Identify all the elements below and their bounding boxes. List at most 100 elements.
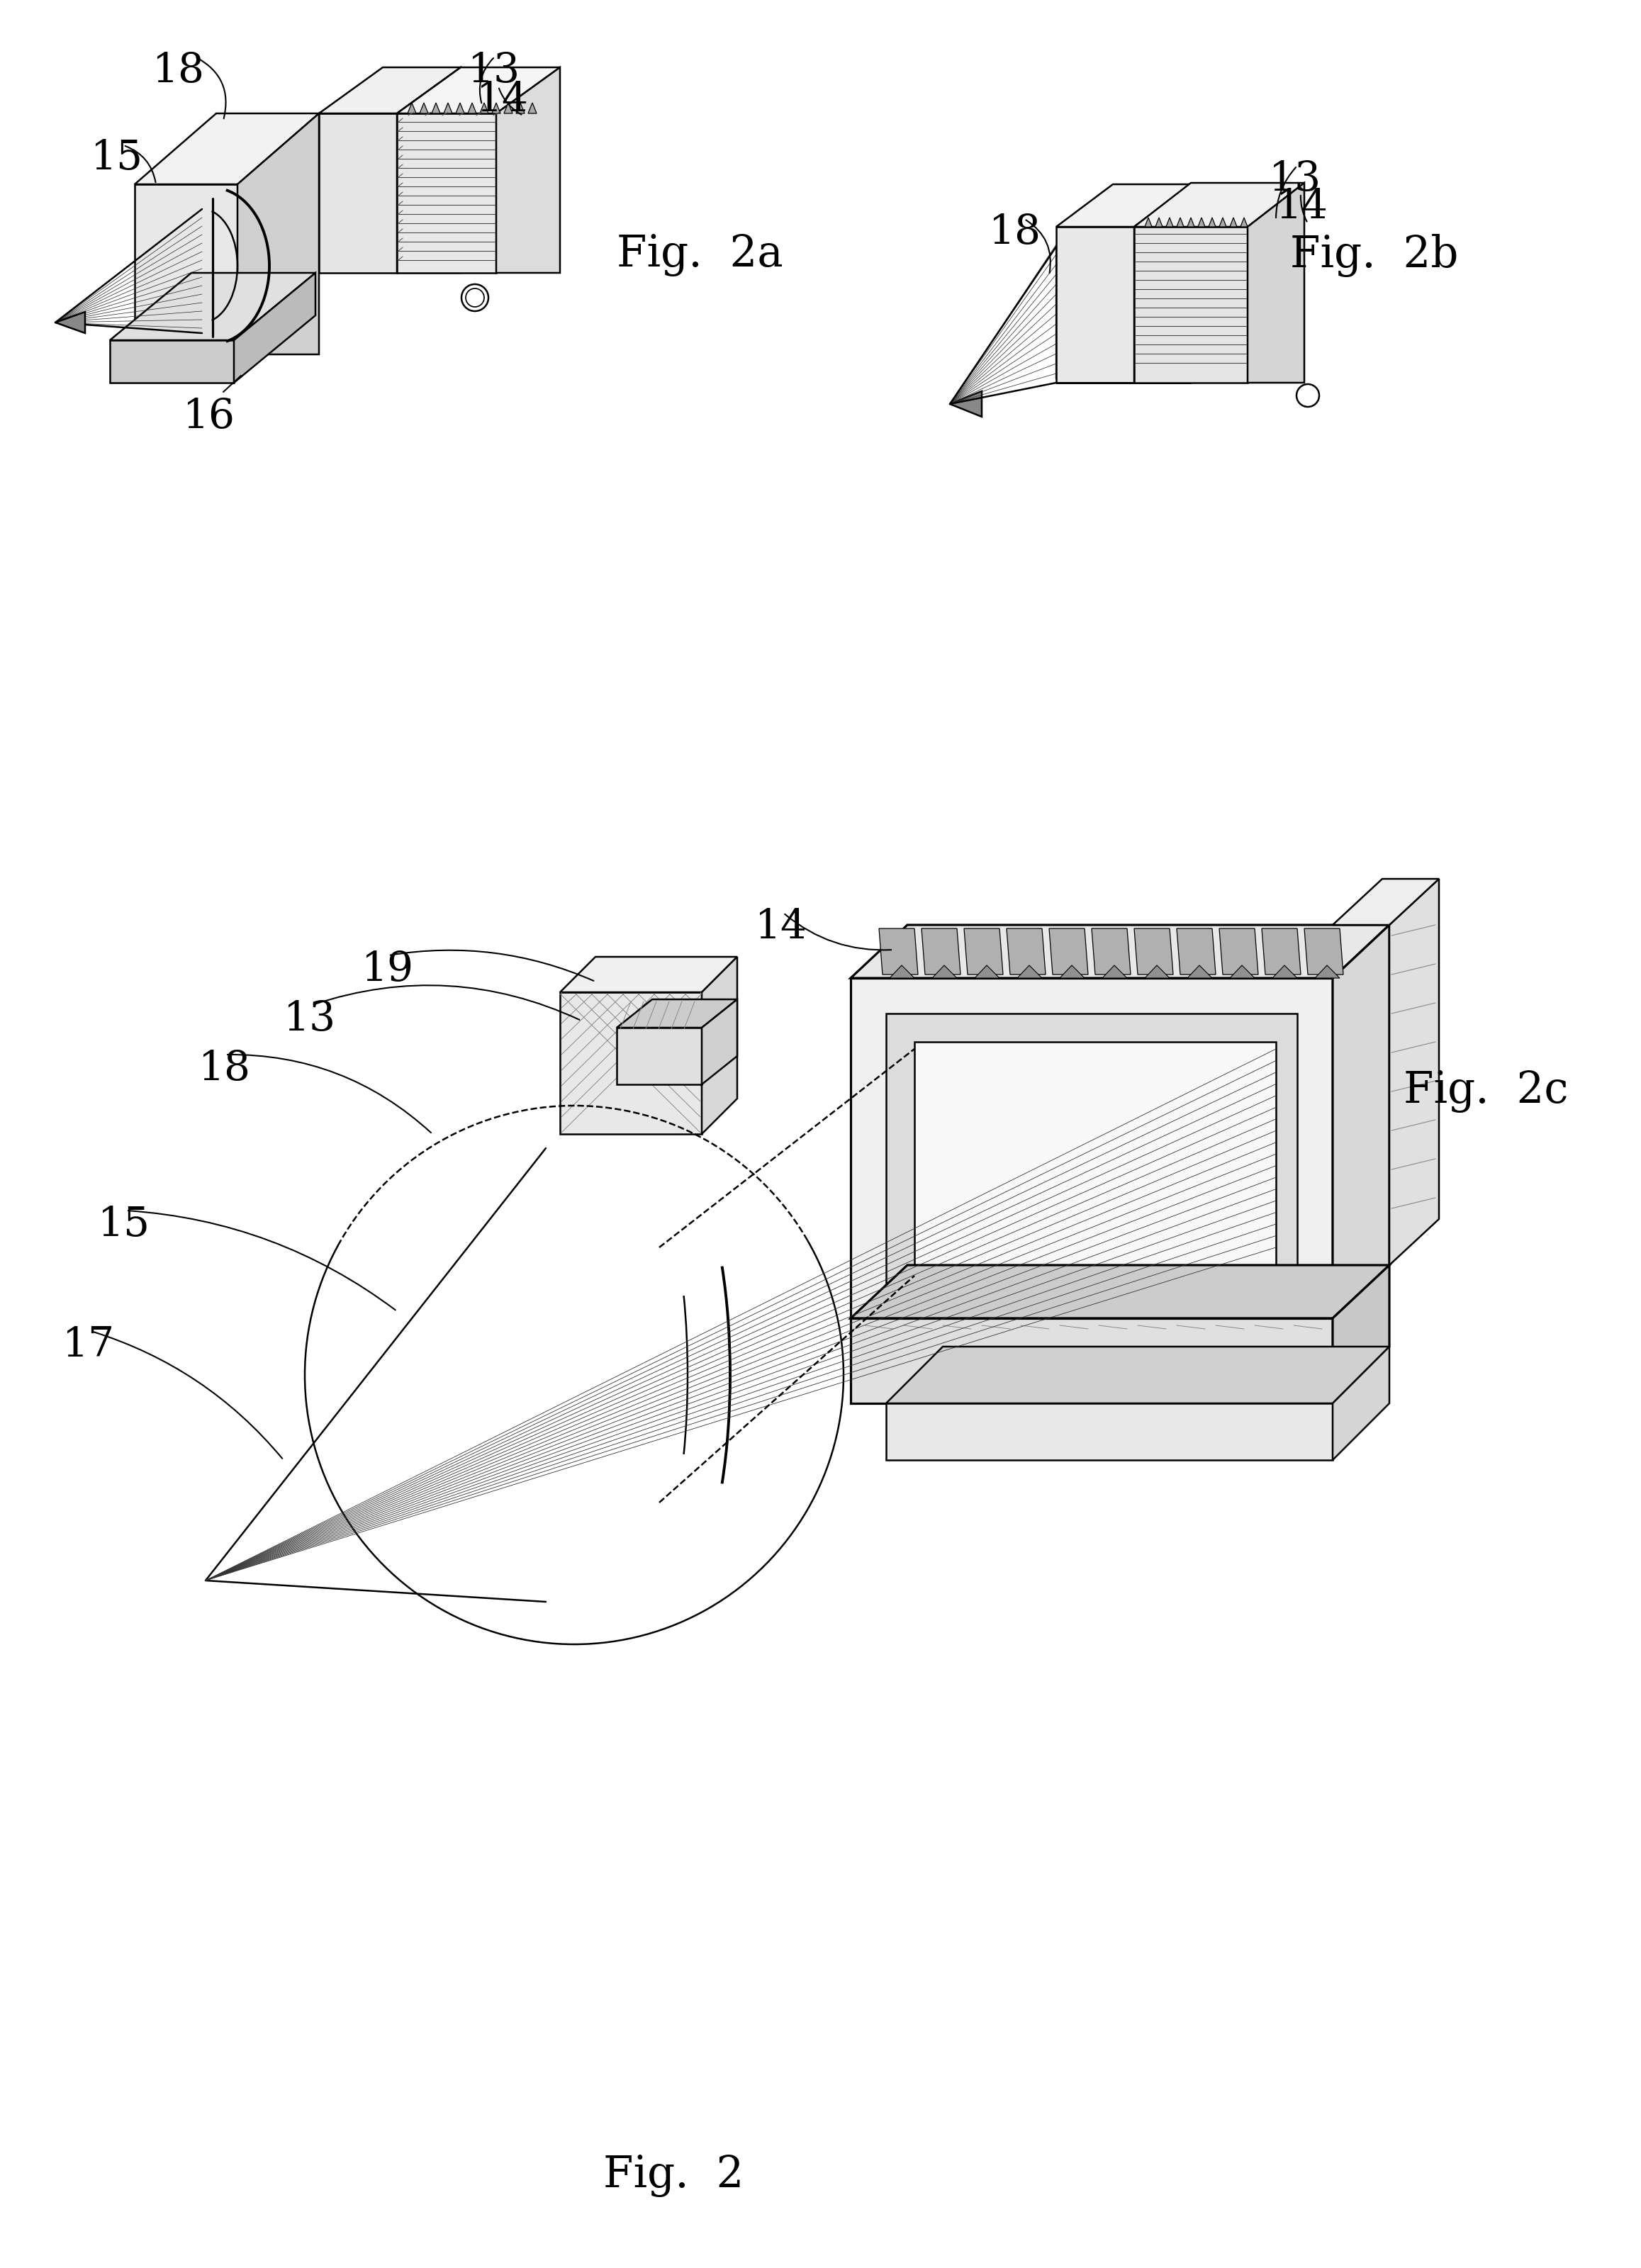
Polygon shape xyxy=(1247,184,1305,383)
Polygon shape xyxy=(1060,966,1085,978)
Polygon shape xyxy=(1049,928,1088,975)
Text: Fig.  2c: Fig. 2c xyxy=(1403,1070,1569,1114)
FancyArrowPatch shape xyxy=(1277,168,1296,218)
Polygon shape xyxy=(617,1000,737,1027)
FancyArrowPatch shape xyxy=(784,914,891,950)
Polygon shape xyxy=(1262,928,1301,975)
Polygon shape xyxy=(397,68,560,113)
FancyArrowPatch shape xyxy=(228,1055,432,1132)
Polygon shape xyxy=(318,113,397,272)
Polygon shape xyxy=(1057,184,1191,227)
Polygon shape xyxy=(1155,218,1162,227)
Polygon shape xyxy=(702,957,737,1134)
Polygon shape xyxy=(56,311,85,333)
Text: 14: 14 xyxy=(476,79,528,120)
Polygon shape xyxy=(1305,928,1344,975)
Polygon shape xyxy=(1241,218,1247,227)
Polygon shape xyxy=(492,102,501,113)
Polygon shape xyxy=(1188,218,1195,227)
Polygon shape xyxy=(468,102,476,113)
Text: 16: 16 xyxy=(182,397,235,435)
FancyArrowPatch shape xyxy=(1301,195,1306,222)
Text: 18: 18 xyxy=(990,213,1042,252)
Polygon shape xyxy=(1314,966,1339,978)
Polygon shape xyxy=(235,272,315,383)
FancyArrowPatch shape xyxy=(499,88,522,116)
Polygon shape xyxy=(914,1041,1277,1268)
FancyArrowPatch shape xyxy=(92,1331,282,1458)
Polygon shape xyxy=(135,113,318,184)
Polygon shape xyxy=(110,272,315,340)
Polygon shape xyxy=(397,113,496,272)
Polygon shape xyxy=(1017,966,1042,978)
Polygon shape xyxy=(1134,928,1173,975)
FancyArrowPatch shape xyxy=(128,1211,395,1311)
Polygon shape xyxy=(1177,928,1216,975)
Polygon shape xyxy=(850,978,1332,1318)
Polygon shape xyxy=(886,1014,1296,1284)
FancyArrowPatch shape xyxy=(1026,220,1050,272)
FancyArrowPatch shape xyxy=(479,59,494,102)
Text: 18: 18 xyxy=(199,1048,251,1089)
Polygon shape xyxy=(1209,218,1216,227)
Polygon shape xyxy=(886,1347,1390,1404)
Polygon shape xyxy=(397,68,461,272)
Text: Fig.  2b: Fig. 2b xyxy=(1290,234,1459,277)
Polygon shape xyxy=(617,1027,702,1084)
Polygon shape xyxy=(443,102,453,113)
Polygon shape xyxy=(135,184,238,354)
Text: 15: 15 xyxy=(98,1204,151,1245)
Polygon shape xyxy=(1091,928,1131,975)
Text: 19: 19 xyxy=(361,950,414,989)
Polygon shape xyxy=(932,966,957,978)
Polygon shape xyxy=(456,102,464,113)
Text: 14: 14 xyxy=(1277,188,1329,227)
FancyArrowPatch shape xyxy=(125,145,156,181)
Polygon shape xyxy=(1332,878,1439,925)
Polygon shape xyxy=(702,1000,737,1084)
Polygon shape xyxy=(975,966,999,978)
Polygon shape xyxy=(1219,218,1226,227)
Polygon shape xyxy=(1332,1347,1390,1461)
Polygon shape xyxy=(318,68,461,113)
FancyArrowPatch shape xyxy=(391,950,594,980)
Polygon shape xyxy=(1332,1266,1390,1404)
Polygon shape xyxy=(1134,184,1305,227)
Polygon shape xyxy=(1145,218,1152,227)
Text: 14: 14 xyxy=(755,907,807,948)
Text: Fig.  2a: Fig. 2a xyxy=(617,234,783,277)
Text: 13: 13 xyxy=(468,50,520,91)
Polygon shape xyxy=(950,390,981,417)
Polygon shape xyxy=(432,102,440,113)
Polygon shape xyxy=(850,1318,1332,1404)
Polygon shape xyxy=(515,102,525,113)
Polygon shape xyxy=(1332,925,1390,1318)
Polygon shape xyxy=(1057,227,1134,383)
Polygon shape xyxy=(560,993,702,1134)
Polygon shape xyxy=(407,102,417,113)
Text: Fig.  2: Fig. 2 xyxy=(604,2155,743,2198)
Polygon shape xyxy=(1198,218,1204,227)
Polygon shape xyxy=(1167,218,1173,227)
Polygon shape xyxy=(504,102,512,113)
Polygon shape xyxy=(1229,966,1255,978)
Text: 13: 13 xyxy=(1268,159,1321,200)
Polygon shape xyxy=(479,102,489,113)
Polygon shape xyxy=(1134,184,1191,383)
Polygon shape xyxy=(889,966,914,978)
Polygon shape xyxy=(1145,966,1170,978)
Polygon shape xyxy=(850,1266,1390,1318)
Polygon shape xyxy=(886,1404,1332,1461)
Polygon shape xyxy=(1188,966,1213,978)
Polygon shape xyxy=(1390,878,1439,1266)
Polygon shape xyxy=(922,928,960,975)
Polygon shape xyxy=(1134,227,1247,383)
Polygon shape xyxy=(1103,966,1127,978)
Polygon shape xyxy=(880,928,917,975)
Polygon shape xyxy=(528,102,537,113)
Polygon shape xyxy=(420,102,428,113)
Polygon shape xyxy=(963,928,1003,975)
Polygon shape xyxy=(560,957,737,993)
Polygon shape xyxy=(850,925,1390,978)
Text: 13: 13 xyxy=(284,1000,336,1039)
